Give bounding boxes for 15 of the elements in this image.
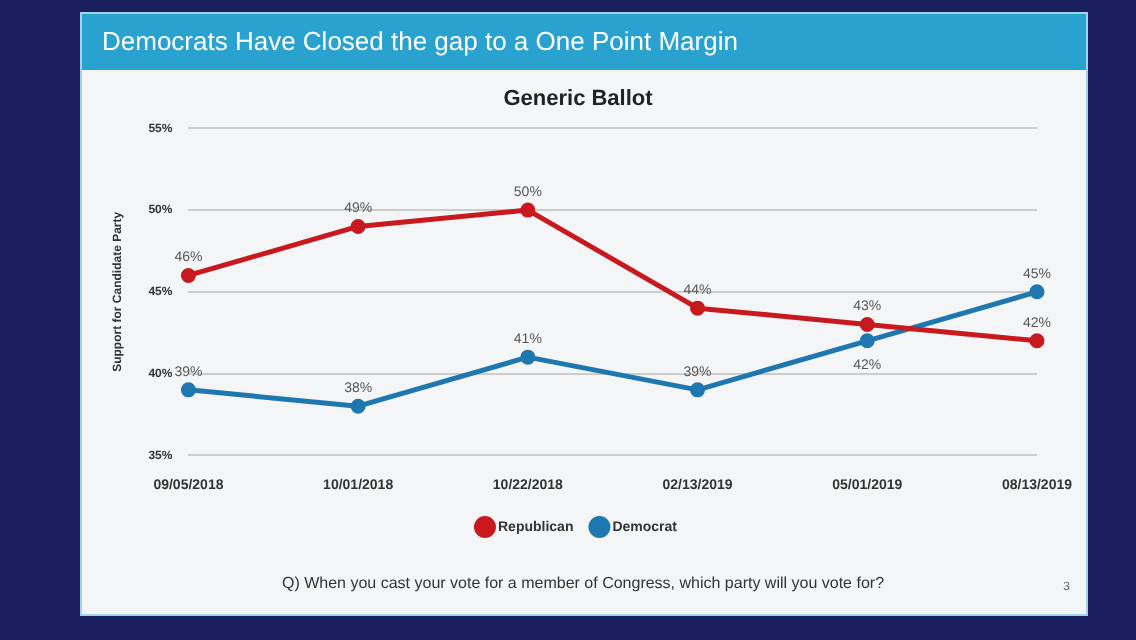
- point: [350, 398, 366, 414]
- point: [350, 218, 366, 234]
- point: [1029, 284, 1045, 300]
- chart-subtitle: Generic Ballot: [503, 87, 654, 112]
- point: [1029, 333, 1045, 349]
- point: [520, 349, 536, 365]
- point: [690, 300, 706, 316]
- chart-title: Democrats Have Closed the gap to a One Point Margin: [82, 14, 1086, 70]
- point: [180, 382, 196, 398]
- point: [859, 316, 875, 332]
- text: Q) When you cast your vote for a member of Congress, which party will you vote for?: [282, 574, 885, 592]
- point: [690, 382, 706, 398]
- point: [859, 333, 875, 349]
- point: [180, 267, 196, 283]
- point: [520, 202, 536, 218]
